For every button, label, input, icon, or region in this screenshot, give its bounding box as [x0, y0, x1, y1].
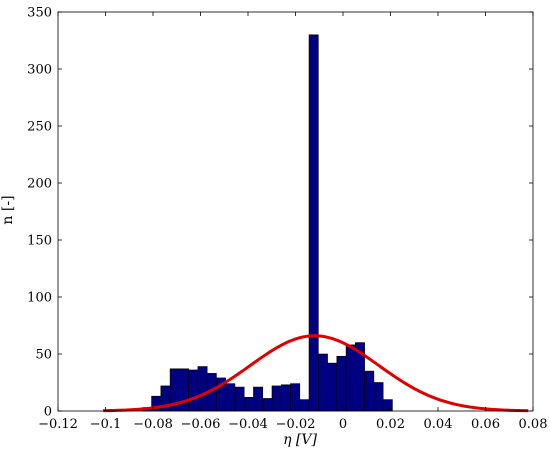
gaussian-fit-curve	[103, 334, 529, 413]
y-tick-label-3: 150	[27, 234, 52, 249]
histogram-bar-13	[262, 398, 273, 412]
histogram-bar-5	[188, 369, 199, 412]
histogram-bar-25	[373, 382, 384, 412]
x-tick-label-9: 0.06	[471, 417, 500, 432]
histogram-bar-16	[290, 383, 301, 412]
histogram-bar-20	[327, 362, 338, 412]
y-tick-label-2: 100	[27, 291, 52, 306]
bars-layer	[142, 34, 393, 412]
histogram-bar-19	[317, 353, 328, 412]
x-tick-label-5: −0.02	[276, 417, 316, 432]
x-tick-label-0: −0.12	[38, 417, 78, 432]
y-tick-label-0: 0	[44, 405, 52, 420]
histogram-bar-4	[179, 368, 189, 412]
x-tick-label-4: −0.04	[228, 417, 268, 432]
y-tick-label-1: 50	[35, 348, 52, 363]
histogram-bar-26	[382, 399, 393, 412]
x-tick-label-6: 0	[339, 417, 347, 432]
histogram-bar-9	[225, 383, 236, 412]
y-tick-label-7: 350	[27, 6, 52, 21]
histogram-bar-22	[345, 344, 356, 412]
y-tick-label-6: 300	[27, 63, 52, 78]
histogram-bar-24	[364, 370, 375, 412]
histogram-bar-21	[336, 355, 347, 412]
x-tick-label-1: −0.1	[90, 417, 122, 432]
x-tick-label-8: 0.04	[424, 417, 453, 432]
y-tick-label-4: 200	[27, 177, 52, 192]
histogram-bar-14	[271, 385, 282, 412]
histogram-bar-12	[253, 386, 264, 412]
curve-layer	[103, 334, 529, 413]
x-tick-label-2: −0.08	[133, 417, 173, 432]
y-tick-label-5: 250	[27, 120, 52, 135]
histogram-bar-18	[308, 34, 319, 412]
x-tick-label-10: 0.08	[519, 417, 548, 432]
axes-layer: −0.12 −0.1 −0.08 −0.06 −0.04 −0.02 0 0.02 0.04 0.…	[27, 6, 547, 433]
histogram-bar-11	[243, 397, 254, 412]
histogram-bar-15	[280, 384, 291, 412]
histogram-bar-10	[234, 386, 245, 412]
x-tick-label-3: −0.06	[181, 417, 221, 432]
plot-frame	[57, 11, 534, 412]
y-axis-label: n [-]	[0, 195, 16, 224]
x-tick-label-7: 0.02	[376, 417, 405, 432]
histogram-bar-17	[299, 399, 310, 412]
histogram-bar-6	[197, 366, 208, 412]
x-axis-label: η [V]	[283, 432, 317, 448]
